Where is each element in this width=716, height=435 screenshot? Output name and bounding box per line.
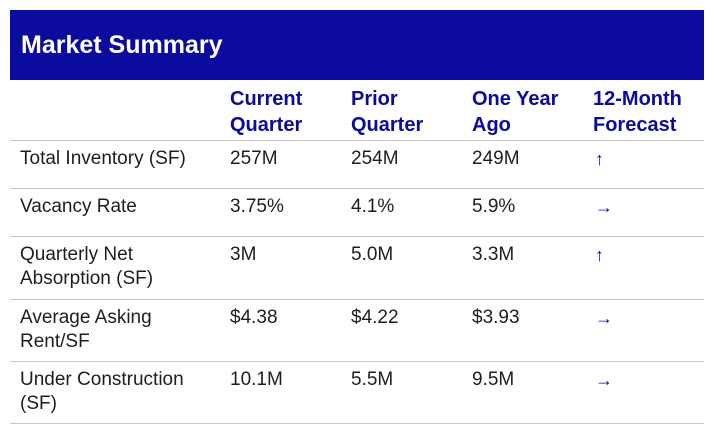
forecast-right-arrow-icon: →	[595, 370, 613, 390]
one-year-ago-value: $3.93	[472, 307, 520, 328]
prior-quarter-value: $4.22	[351, 307, 399, 328]
current-quarter-value: 257M	[230, 148, 278, 169]
column-header-one-year-ago: One Year Ago	[472, 88, 559, 136]
prior-quarter-value: 5.5M	[351, 369, 394, 390]
one-year-ago-value: 249M	[472, 148, 520, 169]
forecast-up-arrow-icon: ↑	[595, 245, 604, 265]
prior-quarter-value: 4.1%	[351, 196, 395, 217]
table-row: Under Construction (SF) 10.1M 5.5M 9.5M …	[10, 362, 704, 424]
current-quarter-value: 3M	[230, 244, 257, 265]
table-row: Vacancy Rate 3.75% 4.1% 5.9% →	[10, 189, 704, 237]
forecast-right-arrow-icon: →	[595, 197, 613, 217]
one-year-ago-value: 3.3M	[472, 244, 515, 265]
current-quarter-value: $4.38	[230, 307, 278, 328]
table-row: Total Inventory (SF) 257M 254M 249M ↑	[10, 141, 704, 189]
column-header-12-month-forecast: 12-Month Forecast	[593, 88, 682, 136]
prior-quarter-value: 5.0M	[351, 244, 394, 265]
table-row: Quarterly Net Absorption (SF) 3M 5.0M 3.…	[10, 237, 704, 300]
current-quarter-value: 3.75%	[230, 196, 284, 217]
row-label: Vacancy Rate	[20, 196, 137, 217]
row-label: Average Asking Rent/SF	[20, 307, 152, 352]
row-label: Under Construction (SF)	[20, 369, 184, 414]
column-header-current-quarter: Current Quarter	[230, 88, 303, 136]
table-row: Average Asking Rent/SF $4.38 $4.22 $3.93…	[10, 300, 704, 362]
row-label: Total Inventory (SF)	[20, 148, 186, 169]
market-summary-banner: Market Summary	[10, 10, 704, 80]
forecast-right-arrow-icon: →	[595, 308, 613, 328]
market-summary-table: Current Quarter Prior Quarter One Year A…	[10, 80, 704, 424]
current-quarter-value: 10.1M	[230, 369, 283, 390]
row-label: Quarterly Net Absorption (SF)	[20, 244, 154, 289]
column-header-prior-quarter: Prior Quarter	[351, 88, 424, 136]
one-year-ago-value: 5.9%	[472, 196, 516, 217]
prior-quarter-value: 254M	[351, 148, 399, 169]
table-header-row: Current Quarter Prior Quarter One Year A…	[10, 80, 704, 141]
one-year-ago-value: 9.5M	[472, 369, 515, 390]
page-title: Market Summary	[21, 30, 223, 59]
forecast-up-arrow-icon: ↑	[595, 149, 604, 169]
